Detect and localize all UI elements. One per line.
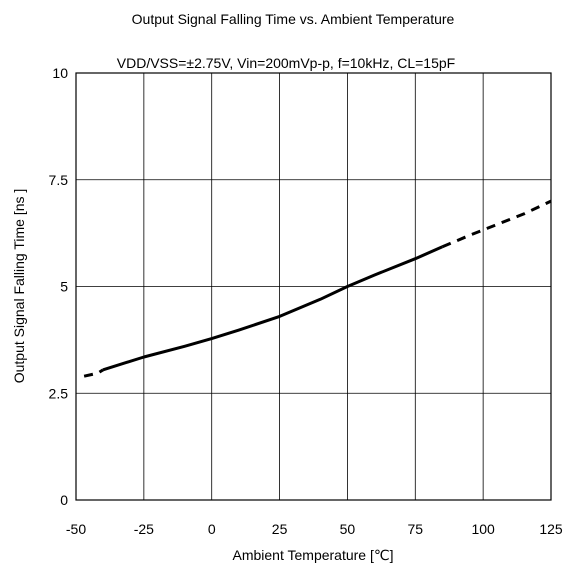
y-tick-label: 2.5 [49,385,69,401]
measured-series-line [102,245,444,372]
extrapolated-series-line [441,199,552,249]
x-tick-label: -50 [66,521,86,537]
x-tick-label: 75 [407,521,423,537]
chart-subtitle: VDD/VSS=±2.75V, Vin=200mVp-p, f=10kHz, C… [117,55,455,71]
x-tick-label: 125 [539,521,563,537]
y-tick-label: 0 [60,492,68,508]
y-tick-labels: 0 2.5 5 7.5 10 [49,65,69,508]
x-tick-label: 25 [272,521,288,537]
x-tick-label: 100 [471,521,495,537]
y-tick-label: 5 [60,279,68,295]
plot-area-border [75,72,552,501]
x-tick-label: 0 [208,521,216,537]
y-axis-label: Output Signal Falling Time [ns ] [11,189,27,384]
grid [75,72,552,501]
y-tick-label: 10 [52,65,68,81]
x-tick-label: -25 [134,521,154,537]
extrapolated-series-line [83,368,104,378]
chart-title: Output Signal Falling Time vs. Ambient T… [132,11,455,27]
x-tick-labels: -50 -25 0 25 50 75 100 125 [66,521,563,537]
series-lines [83,199,552,378]
y-tick-label: 7.5 [49,172,69,188]
x-tick-label: 50 [340,521,356,537]
x-axis-label: Ambient Temperature [℃] [233,547,394,563]
